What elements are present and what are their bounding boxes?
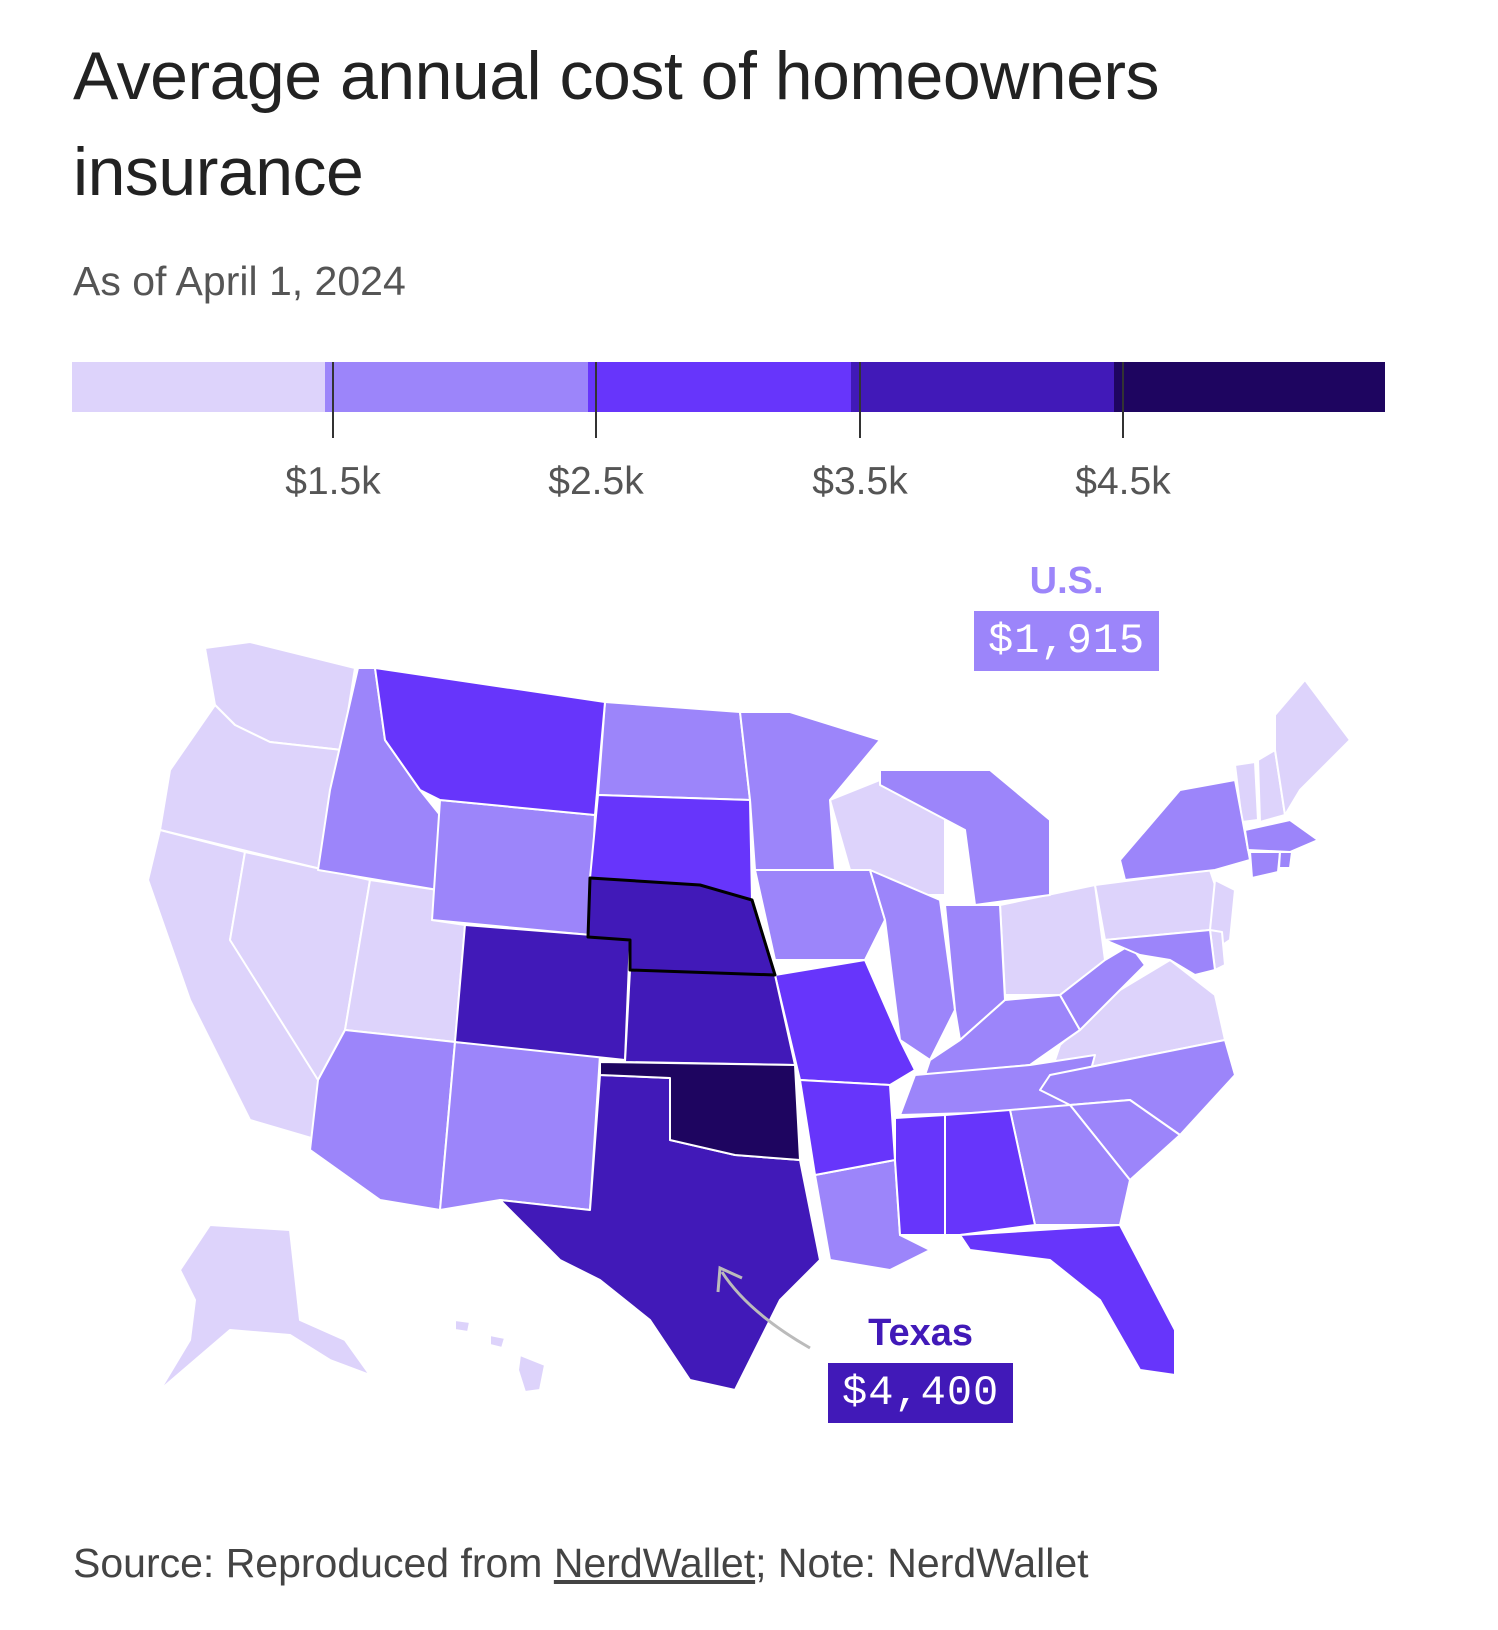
legend-tick-label: $4.5k — [1075, 460, 1171, 503]
source-note: Source: Reproduced from NerdWallet; Note… — [73, 1540, 1089, 1587]
state-ar[interactable] — [799, 1079, 896, 1176]
state-md[interactable] — [1104, 929, 1216, 976]
chart-title: Average annual cost of homeowners insura… — [73, 38, 1160, 210]
state-ks[interactable] — [624, 969, 796, 1066]
legend-tick-label: $3.5k — [812, 460, 908, 503]
texas-callout-value: $4,400 — [828, 1363, 1014, 1423]
state-ak[interactable] — [159, 1224, 371, 1391]
texas-callout: Texas $4,400 — [828, 1312, 1014, 1423]
legend-bin-1 — [72, 362, 325, 412]
legend-tick-label: $1.5k — [285, 460, 381, 503]
state-ny[interactable] — [1119, 779, 1251, 881]
state-ms[interactable] — [894, 1114, 946, 1236]
state-mi[interactable] — [879, 769, 1051, 906]
state-ri[interactable] — [1278, 851, 1293, 869]
legend-bin-3 — [588, 362, 851, 412]
us-map — [0, 540, 1498, 1440]
us-callout: U.S. $1,915 — [974, 560, 1160, 671]
state-wy[interactable] — [431, 799, 596, 936]
legend-bin-4 — [851, 362, 1114, 412]
state-ma[interactable] — [1244, 819, 1319, 853]
source-link[interactable]: NerdWallet — [553, 1540, 756, 1586]
state-ia[interactable] — [754, 869, 886, 961]
state-fl[interactable] — [959, 1224, 1176, 1376]
legend-bin-5 — [1114, 362, 1385, 412]
legend-tick-4 — [1122, 362, 1124, 438]
us-callout-label: U.S. — [1029, 560, 1104, 602]
state-mt[interactable] — [374, 667, 606, 816]
state-ok[interactable] — [599, 1061, 801, 1161]
state-al[interactable] — [944, 1109, 1036, 1236]
color-legend: $1.5k $2.5k $3.5k $4.5k — [72, 362, 1385, 503]
texas-callout-arrow — [720, 1271, 811, 1350]
chart-subtitle: As of April 1, 2024 — [73, 258, 406, 304]
us-map-svg — [147, 641, 1351, 1393]
state-nm[interactable] — [439, 1041, 601, 1211]
state-hi[interactable] — [454, 1319, 546, 1393]
state-ct[interactable] — [1249, 851, 1281, 879]
state-ne[interactable] — [586, 876, 777, 977]
us-callout-value: $1,915 — [974, 611, 1160, 671]
state-nd[interactable] — [597, 701, 751, 801]
state-me[interactable] — [1274, 679, 1351, 816]
texas-callout-arrowhead — [716, 1265, 743, 1293]
legend-tick-2 — [595, 362, 597, 438]
legend-tick-1 — [332, 362, 334, 438]
state-az[interactable] — [309, 1029, 456, 1211]
texas-callout-label: Texas — [868, 1312, 974, 1354]
legend-tick-3 — [859, 362, 861, 438]
source-prefix: Source: Reproduced from — [73, 1540, 554, 1586]
source-suffix: ; Note: NerdWallet — [755, 1540, 1089, 1586]
legend-tick-label: $2.5k — [548, 460, 644, 503]
legend-bin-2 — [325, 362, 588, 412]
state-co[interactable] — [454, 924, 631, 1061]
state-wv[interactable] — [1059, 944, 1146, 1031]
